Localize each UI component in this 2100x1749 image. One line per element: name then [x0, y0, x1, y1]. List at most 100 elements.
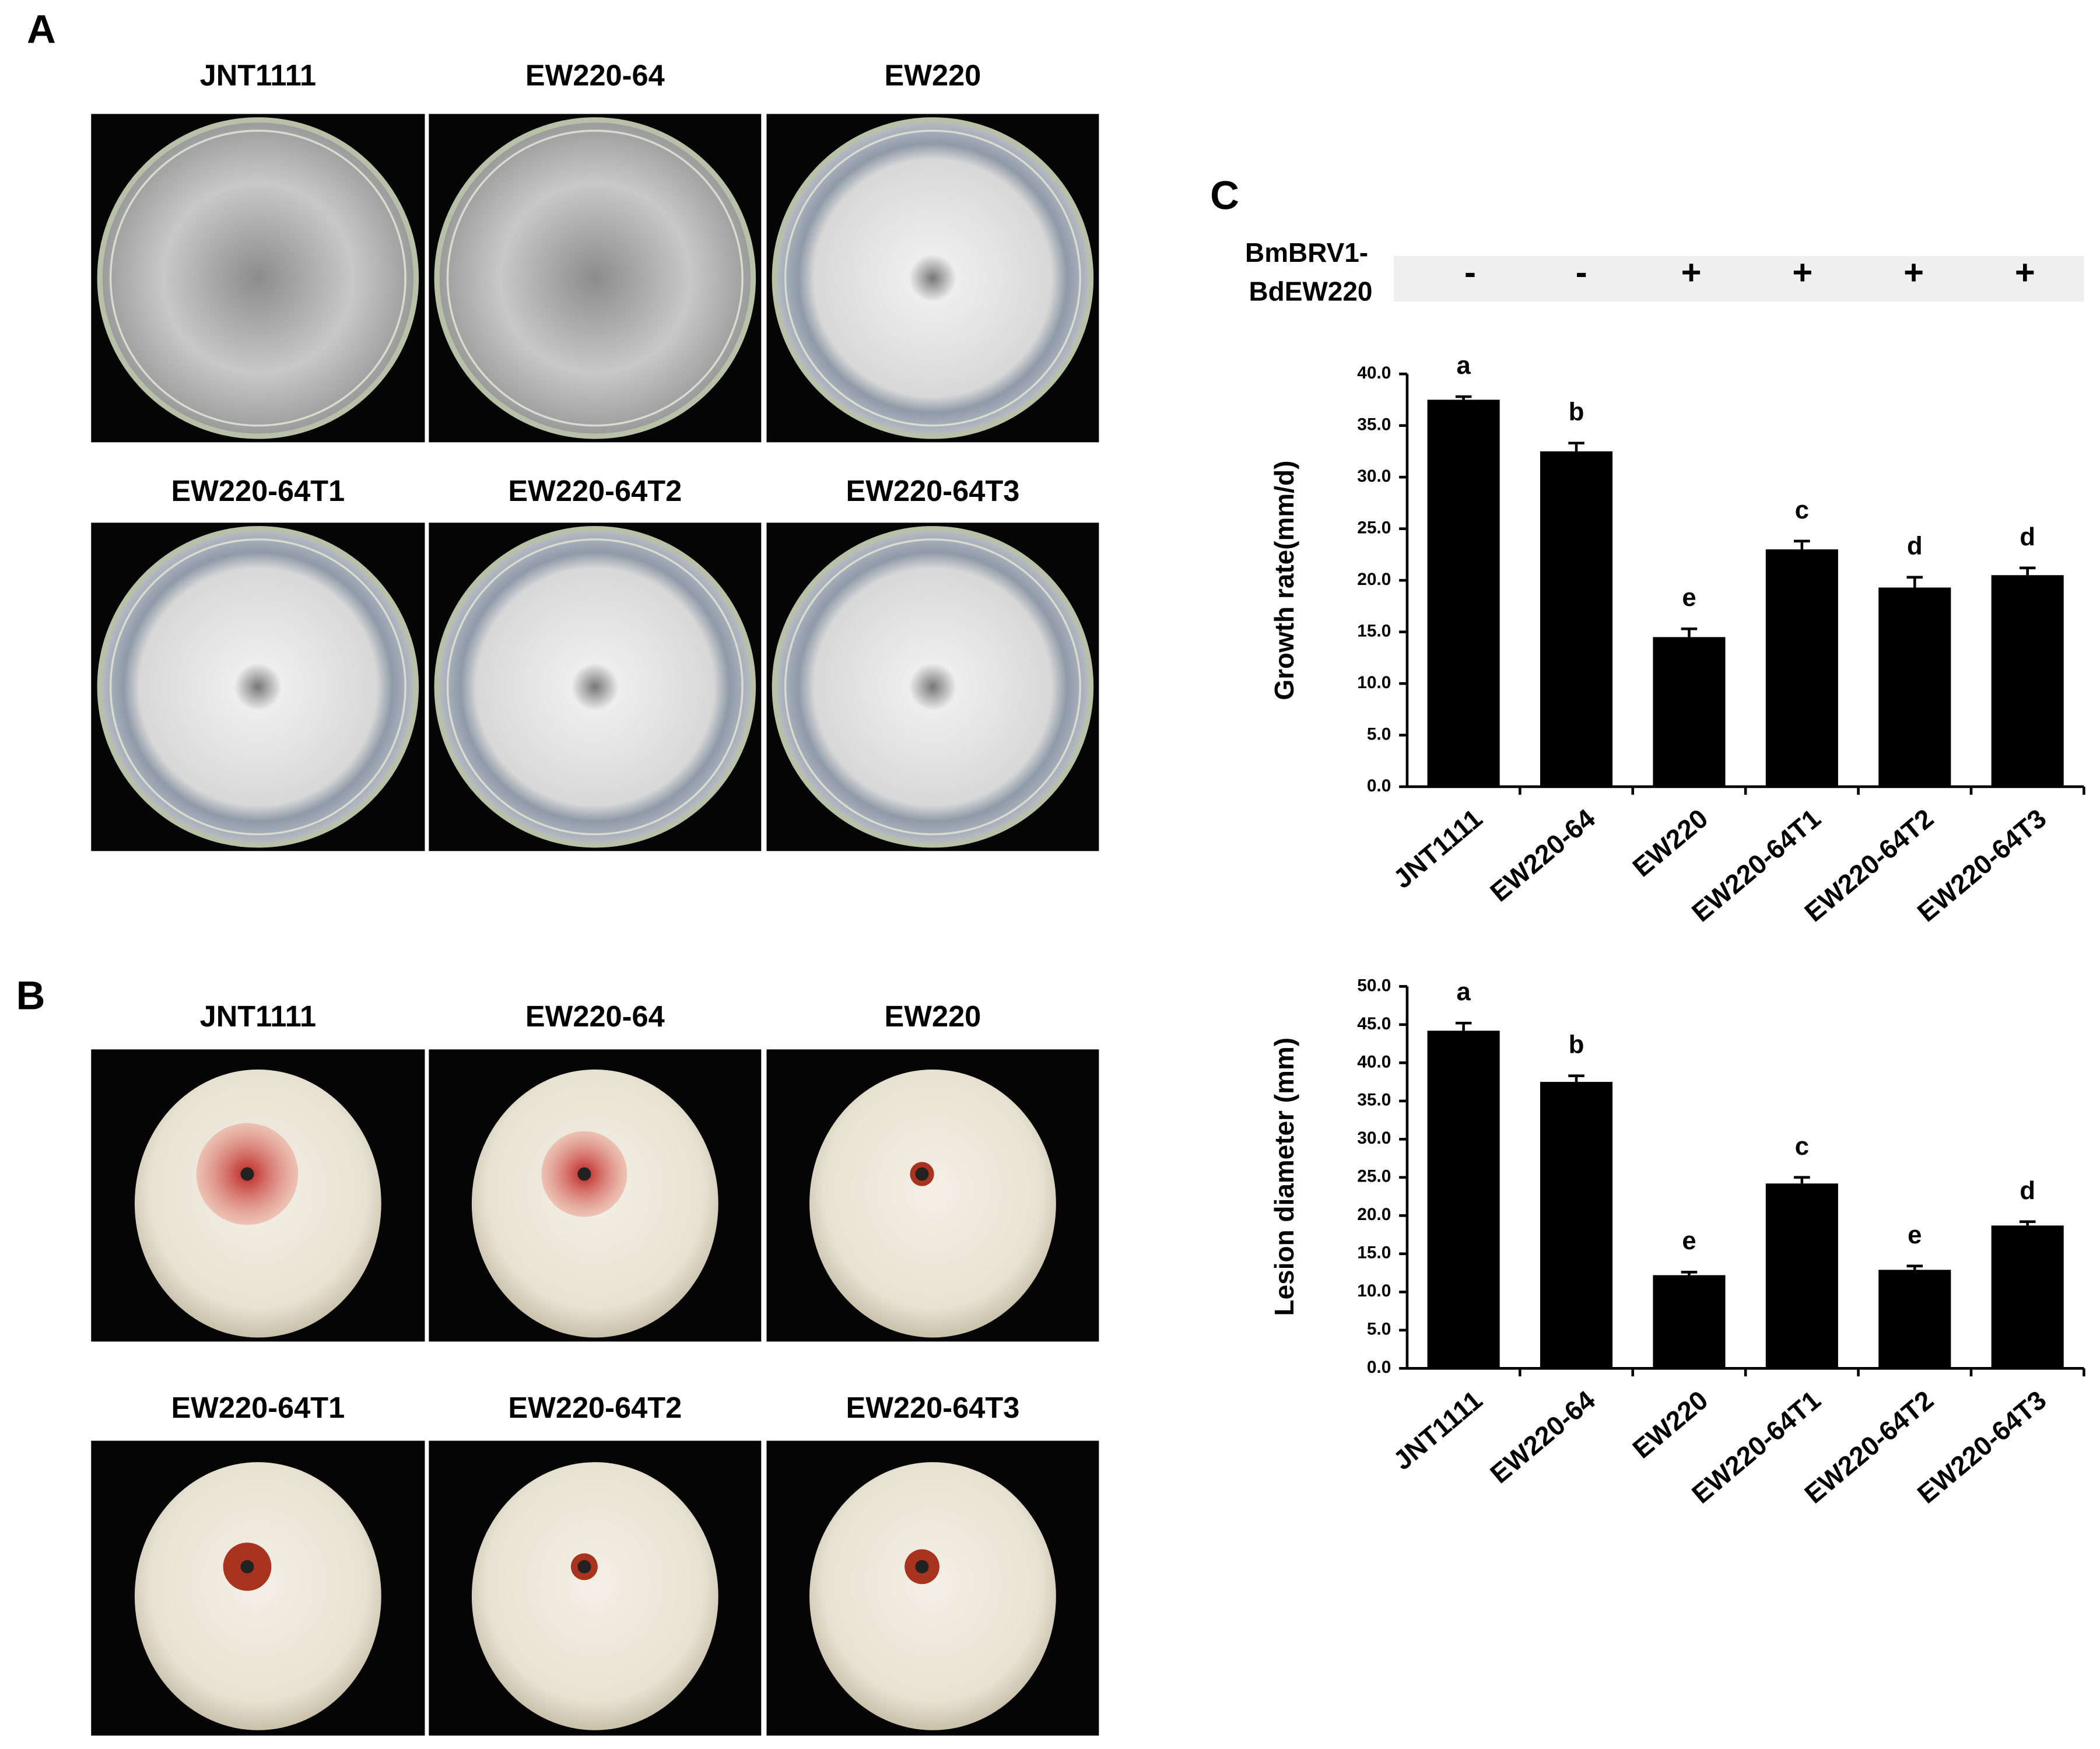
significance-letter: a — [1456, 351, 1471, 380]
bar — [1653, 1275, 1726, 1369]
sign: + — [1681, 253, 1702, 292]
charts: - - + + + + Growth rate(mm/d) 0.0 5.0 10.0 15.0 20.… — [1269, 253, 2085, 1509]
x-tick-label: JNT1111 — [1387, 1385, 1488, 1475]
y-tick-label: 0.0 — [1367, 1358, 1391, 1377]
photo-title: EW220-64T3 — [846, 474, 1020, 507]
photo-title: JNT1111 — [200, 1000, 317, 1033]
sign: - — [1464, 253, 1476, 292]
y-tick-label: 25.0 — [1357, 518, 1391, 538]
bar — [1765, 549, 1838, 787]
bar — [1765, 1183, 1838, 1369]
significance-letter: b — [1569, 1031, 1584, 1059]
bar — [1991, 575, 2064, 787]
photo-title: EW220-64T3 — [846, 1391, 1020, 1424]
sign-band — [1393, 255, 2084, 302]
petri-dish-rim — [446, 129, 744, 427]
y-tick-label: 10.0 — [1357, 1281, 1391, 1301]
photo-title: EW220-64T1 — [171, 1391, 345, 1424]
petri-dish-rim — [446, 538, 744, 836]
petri-dish — [434, 117, 756, 439]
bar — [1540, 1082, 1613, 1369]
y-axis-label: Growth rate(mm/d) — [1269, 461, 1299, 700]
y-tick-label: 15.0 — [1357, 1243, 1391, 1263]
significance-letter: e — [1908, 1221, 1922, 1249]
photo-title: EW220 — [885, 59, 981, 92]
y-tick-label: 45.0 — [1357, 1014, 1391, 1033]
significance-letter: e — [1682, 1226, 1696, 1255]
y-tick-label: 5.0 — [1367, 724, 1391, 744]
panel-label: A — [27, 6, 56, 51]
wound — [915, 1559, 929, 1573]
y-tick-label: 20.0 — [1357, 570, 1391, 589]
y-tick-label: 30.0 — [1357, 1128, 1391, 1148]
petri-dish — [772, 526, 1094, 848]
bar — [1540, 451, 1613, 787]
petri-dish — [97, 526, 419, 848]
significance-letter: d — [2020, 523, 2035, 551]
photo-title: JNT1111 — [200, 59, 317, 92]
wound — [577, 1167, 591, 1181]
bar — [1653, 637, 1726, 787]
photo-title: EW220-64T1 — [171, 474, 345, 507]
row-label: BdEW220 — [1249, 276, 1372, 306]
pear — [809, 1462, 1056, 1730]
significance-letter: d — [1907, 532, 1923, 560]
y-tick-label: 40.0 — [1357, 1052, 1391, 1071]
x-tick-label: EW220-64 — [1484, 802, 1601, 907]
sign: - — [1576, 253, 1587, 292]
photo-panels: JNT1111 EW220-64 EW220 EW220-64T1 EW220-64T2… — [91, 59, 1099, 1736]
x-tick-label: EW220 — [1626, 803, 1713, 883]
y-tick-label: 25.0 — [1357, 1167, 1391, 1186]
significance-letter: e — [1682, 583, 1696, 612]
x-tick-label: EW220-64 — [1484, 1385, 1601, 1489]
x-tick-label: EW220 — [1626, 1385, 1713, 1464]
pear — [809, 1069, 1056, 1338]
y-tick-label: 0.0 — [1367, 776, 1391, 795]
wound — [240, 1167, 254, 1181]
y-tick-label: 30.0 — [1357, 467, 1391, 486]
wound — [915, 1167, 929, 1181]
y-tick-label: 15.0 — [1357, 621, 1391, 640]
petri-dish — [434, 526, 756, 848]
x-tick-label: JNT1111 — [1387, 803, 1488, 894]
significance-letter: c — [1795, 1132, 1809, 1161]
bar — [1991, 1225, 2064, 1369]
y-tick-label: 5.0 — [1367, 1320, 1391, 1339]
y-tick-label: 20.0 — [1357, 1205, 1391, 1224]
petri-dish — [772, 117, 1094, 439]
photo-title: EW220 — [885, 1000, 981, 1033]
significance-letter: b — [1569, 398, 1584, 426]
y-tick-label: 40.0 — [1357, 363, 1391, 383]
panel-label: B — [16, 973, 45, 1018]
bar — [1878, 1270, 1951, 1369]
sign: + — [1903, 253, 1924, 292]
wound — [577, 1559, 591, 1573]
row-label: BmBRV1- — [1245, 237, 1368, 268]
photo-title: EW220-64 — [525, 1000, 665, 1033]
sign: + — [2015, 253, 2035, 292]
petri-dish-rim — [784, 538, 1081, 836]
y-tick-label: 35.0 — [1357, 1091, 1391, 1110]
panel-label: C — [1210, 173, 1239, 218]
y-axis-label: Lesion diameter (mm) — [1269, 1038, 1299, 1316]
significance-letter: c — [1795, 496, 1809, 524]
y-tick-label: 50.0 — [1357, 976, 1391, 995]
bar — [1427, 399, 1500, 787]
significance-letter: d — [2020, 1176, 2035, 1205]
wound — [240, 1559, 254, 1573]
bar — [1878, 587, 1951, 787]
bar — [1427, 1031, 1500, 1369]
photo-title: EW220-64T2 — [508, 474, 682, 507]
photo-title: EW220-64 — [525, 59, 665, 92]
petri-dish-rim — [784, 129, 1081, 427]
petri-dish-rim — [109, 538, 406, 836]
pear — [134, 1462, 381, 1730]
petri-dish-rim — [109, 129, 406, 427]
photo-title: EW220-64T2 — [508, 1391, 682, 1424]
significance-letter: a — [1456, 977, 1471, 1006]
petri-dish — [97, 117, 419, 439]
pear — [471, 1462, 718, 1730]
sign: + — [1792, 253, 1812, 292]
y-tick-label: 35.0 — [1357, 415, 1391, 434]
